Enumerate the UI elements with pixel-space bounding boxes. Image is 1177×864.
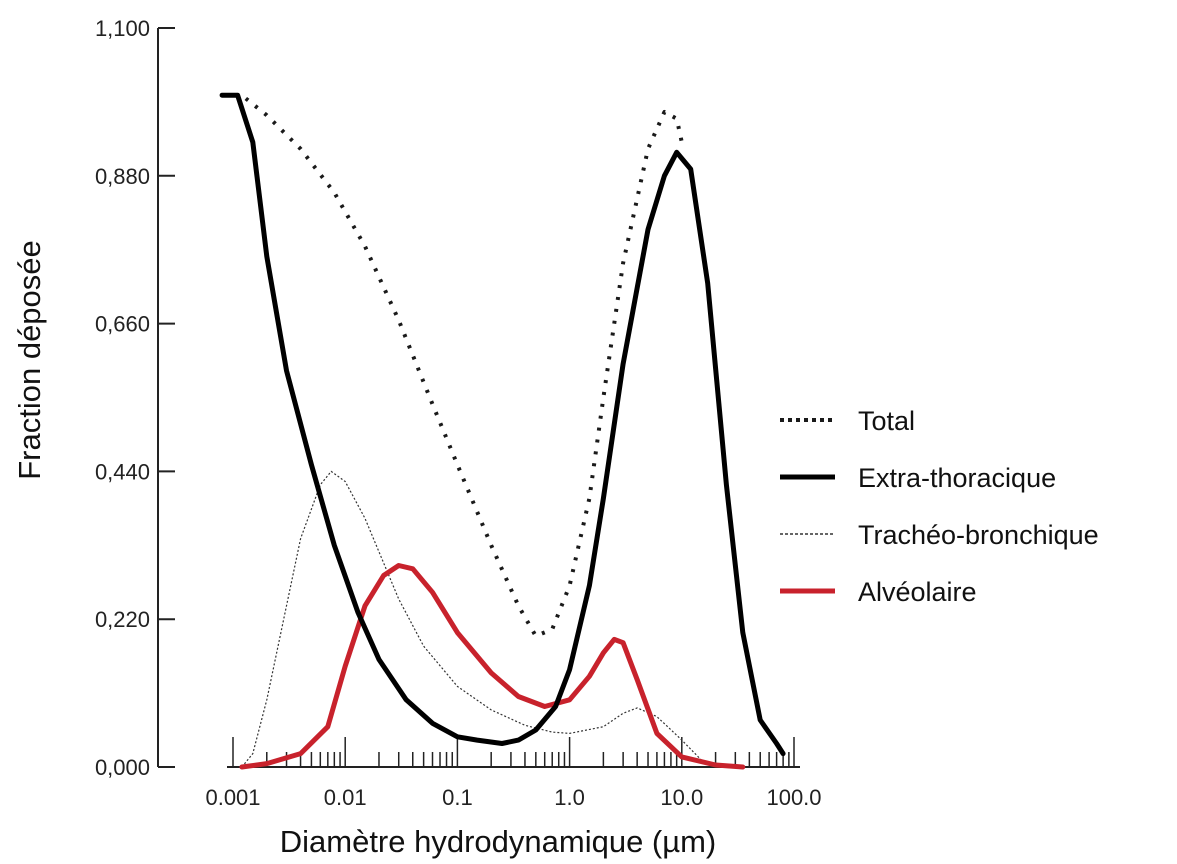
series-line-0 bbox=[244, 96, 684, 638]
y-tick-label: 0,220 bbox=[95, 607, 150, 632]
x-tick-label: 0.1 bbox=[442, 785, 473, 810]
y-tick-label: 1,100 bbox=[95, 16, 150, 41]
legend-label: Total bbox=[858, 406, 915, 436]
x-tick-label: 0.01 bbox=[324, 785, 367, 810]
y-tick-label: 0,880 bbox=[95, 164, 150, 189]
x-tick-label: 0.001 bbox=[205, 785, 260, 810]
series-line-2 bbox=[241, 470, 716, 768]
y-tick-label: 0,440 bbox=[95, 459, 150, 484]
legend-label: Extra-thoracique bbox=[858, 463, 1056, 493]
axes-layer bbox=[157, 28, 800, 768]
x-axis-title: Diamètre hydrodynamique (µm) bbox=[280, 824, 717, 859]
legend-label: Alvéolaire bbox=[858, 577, 977, 607]
x-tick-label: 1.0 bbox=[554, 785, 585, 810]
y-axis-title: Fraction déposée bbox=[12, 240, 47, 480]
y-tick-label: 0,660 bbox=[95, 312, 150, 337]
y-ticks: 0,000 0,220 0,440 0,660 0,880 1,100 bbox=[95, 16, 175, 780]
x-ticks: 0.001 0.01 0.1 1.0 10.0 100.0 bbox=[205, 737, 822, 810]
series-layer bbox=[219, 92, 786, 770]
legend: Total Extra-thoracique Trachéo-bronchique A… bbox=[780, 406, 1099, 607]
y-tick-label: 0,000 bbox=[95, 755, 150, 780]
legend-label: Trachéo-bronchique bbox=[858, 520, 1099, 550]
x-tick-label: 10.0 bbox=[660, 785, 703, 810]
series-line-3 bbox=[239, 563, 746, 770]
series-line-1 bbox=[219, 92, 786, 757]
x-tick-label: 100.0 bbox=[766, 785, 821, 810]
